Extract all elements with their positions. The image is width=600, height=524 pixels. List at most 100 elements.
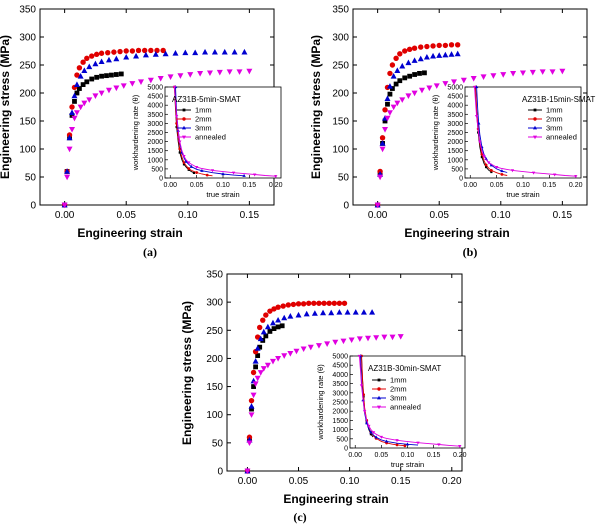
data-point (182, 49, 189, 56)
inset-series-line-annealed (474, 87, 576, 177)
data-point (246, 440, 253, 447)
data-point (402, 75, 408, 81)
data-point (381, 334, 388, 341)
data-point (61, 202, 68, 209)
legend-marker (377, 387, 381, 391)
data-point (255, 353, 261, 359)
data-point (311, 300, 317, 306)
data-point (275, 324, 281, 330)
data-point (72, 99, 77, 104)
data-point (105, 56, 112, 63)
data-point (382, 127, 389, 133)
data-point (267, 308, 273, 314)
inset-data-point (403, 444, 407, 448)
data-point (397, 78, 403, 84)
inset-data-point (374, 435, 378, 439)
inset-y-tick-label: 0 (459, 176, 463, 183)
y-tick-label: 250 (332, 61, 349, 72)
x-tick-label: 0.15 (391, 476, 411, 487)
inset-data-point (490, 170, 493, 174)
data-point (369, 309, 376, 315)
legend-marker (182, 108, 186, 112)
inset-y-axis-title: workhardening rate (θ) (131, 94, 140, 171)
data-point (154, 47, 160, 54)
data-point (417, 71, 422, 76)
data-point (406, 46, 413, 53)
data-point (137, 79, 144, 85)
series-2mm (374, 42, 461, 208)
data-point (77, 104, 84, 111)
inset-data-point (210, 169, 215, 173)
data-point (315, 343, 322, 349)
inset-frame (349, 355, 466, 449)
inset-data-point (182, 161, 186, 164)
inset-data-point (371, 431, 376, 435)
data-point (236, 69, 243, 75)
y-tick-label: 0 (217, 467, 223, 478)
data-point (98, 50, 105, 56)
data-point (73, 110, 80, 116)
data-point (77, 73, 84, 79)
chart-panel-3: 0 50 100 150 200 250 300 350 0.00 0.05 0.10 0.15 0.2… (180, 270, 467, 524)
chart-panel-1: 0 50 100 150 200 250 300 350 0.00 0.05 0.10 0.15 Eng… (0, 5, 283, 260)
inset-y-tick-label: 1000 (447, 157, 463, 164)
y-tick-label: 250 (206, 326, 223, 337)
data-point (104, 73, 109, 79)
inset-y-tick-label: 5000 (332, 354, 348, 361)
y-tick-label: 150 (206, 382, 223, 393)
data-point (307, 344, 314, 351)
data-point (332, 339, 339, 346)
inset-data-point (395, 443, 399, 447)
inset-series-line-annealed (358, 356, 460, 447)
inset-data-point (500, 172, 504, 176)
data-point (340, 338, 347, 345)
inset-data-point (395, 439, 399, 443)
data-point (281, 353, 288, 359)
data-point (352, 309, 359, 315)
inset-data-point (494, 165, 499, 169)
inset-data-point (184, 159, 188, 163)
data-point (120, 83, 127, 89)
data-point (387, 70, 393, 77)
data-point (281, 314, 288, 321)
data-point (257, 335, 264, 342)
data-point (80, 59, 86, 65)
data-point (99, 73, 104, 79)
data-point (559, 68, 566, 75)
y-tick-label: 50 (25, 173, 37, 184)
data-point (92, 93, 99, 99)
inset-x-tick-label: 0.05 (490, 182, 504, 189)
series-3mm (374, 50, 461, 208)
legend-marker (377, 378, 381, 382)
inset-y-tick-label: 4000 (332, 372, 348, 379)
legend-label-3mm: 3mm (546, 124, 563, 133)
inset-x-tick-label: 0.00 (463, 182, 477, 189)
legend-label-1mm: 1mm (546, 106, 563, 115)
series-3mm (61, 48, 248, 208)
inset-x-tick-label: 0.10 (216, 182, 230, 189)
data-point (379, 140, 386, 146)
data-point (253, 364, 259, 370)
data-point (113, 85, 120, 92)
inset-data-point (484, 165, 488, 169)
y-tick-label: 350 (19, 5, 36, 16)
inset-title: AZ31B-5min-SMAT (172, 95, 241, 104)
inset-data-point (178, 151, 181, 154)
data-point (393, 55, 399, 61)
inset-y-tick-label: 1500 (447, 148, 463, 155)
data-point (448, 42, 455, 48)
inset-data-point (242, 173, 246, 177)
data-point (246, 68, 253, 75)
legend-marker (182, 117, 186, 121)
panel-letter: (c) (293, 510, 306, 524)
inset-data-point (182, 163, 186, 166)
data-point (285, 302, 292, 308)
inset-data-point (489, 163, 494, 167)
data-point (202, 48, 209, 55)
legend-marker (182, 135, 186, 140)
legend-marker (533, 117, 537, 121)
data-point (377, 174, 384, 181)
inset-data-point (252, 173, 257, 177)
inset-data-point (574, 175, 578, 179)
inset-y-tick-label: 4500 (332, 363, 348, 370)
